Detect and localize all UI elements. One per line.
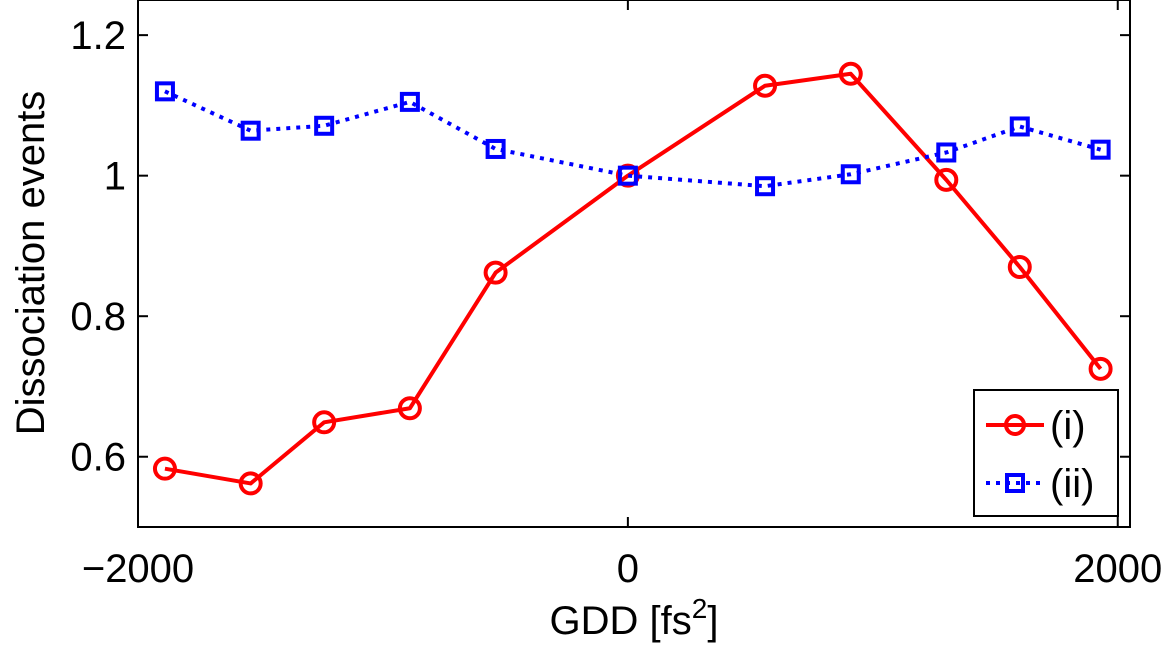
y-tick-label: 1.2 bbox=[70, 14, 126, 58]
x-tick-label: 2000 bbox=[1073, 547, 1162, 591]
data-point-series-2 bbox=[1012, 118, 1028, 134]
x-axis-label-suffix: ] bbox=[707, 599, 718, 643]
y-tick-label: 0.6 bbox=[70, 436, 126, 480]
x-axis-label-main: GDD [fs bbox=[550, 599, 692, 643]
series-line-1 bbox=[165, 74, 1101, 484]
x-tick-label: 0 bbox=[617, 547, 639, 591]
x-tick-label: −2000 bbox=[82, 547, 194, 591]
legend: (i) (ii) bbox=[974, 390, 1118, 516]
x-axis-label: GDD [fs2] bbox=[550, 593, 719, 643]
legend-label-i: (i) bbox=[1050, 404, 1086, 448]
data-point-series-2 bbox=[243, 123, 259, 139]
y-tick-label: 0.8 bbox=[70, 295, 126, 339]
legend-label-ii: (ii) bbox=[1050, 462, 1094, 506]
legend-box bbox=[974, 390, 1118, 516]
y-axis-label: Dissociation events bbox=[9, 91, 53, 436]
series-layer bbox=[155, 64, 1111, 494]
x-axis-label-superscript: 2 bbox=[692, 593, 708, 624]
y-tick-label: 1 bbox=[104, 155, 126, 199]
